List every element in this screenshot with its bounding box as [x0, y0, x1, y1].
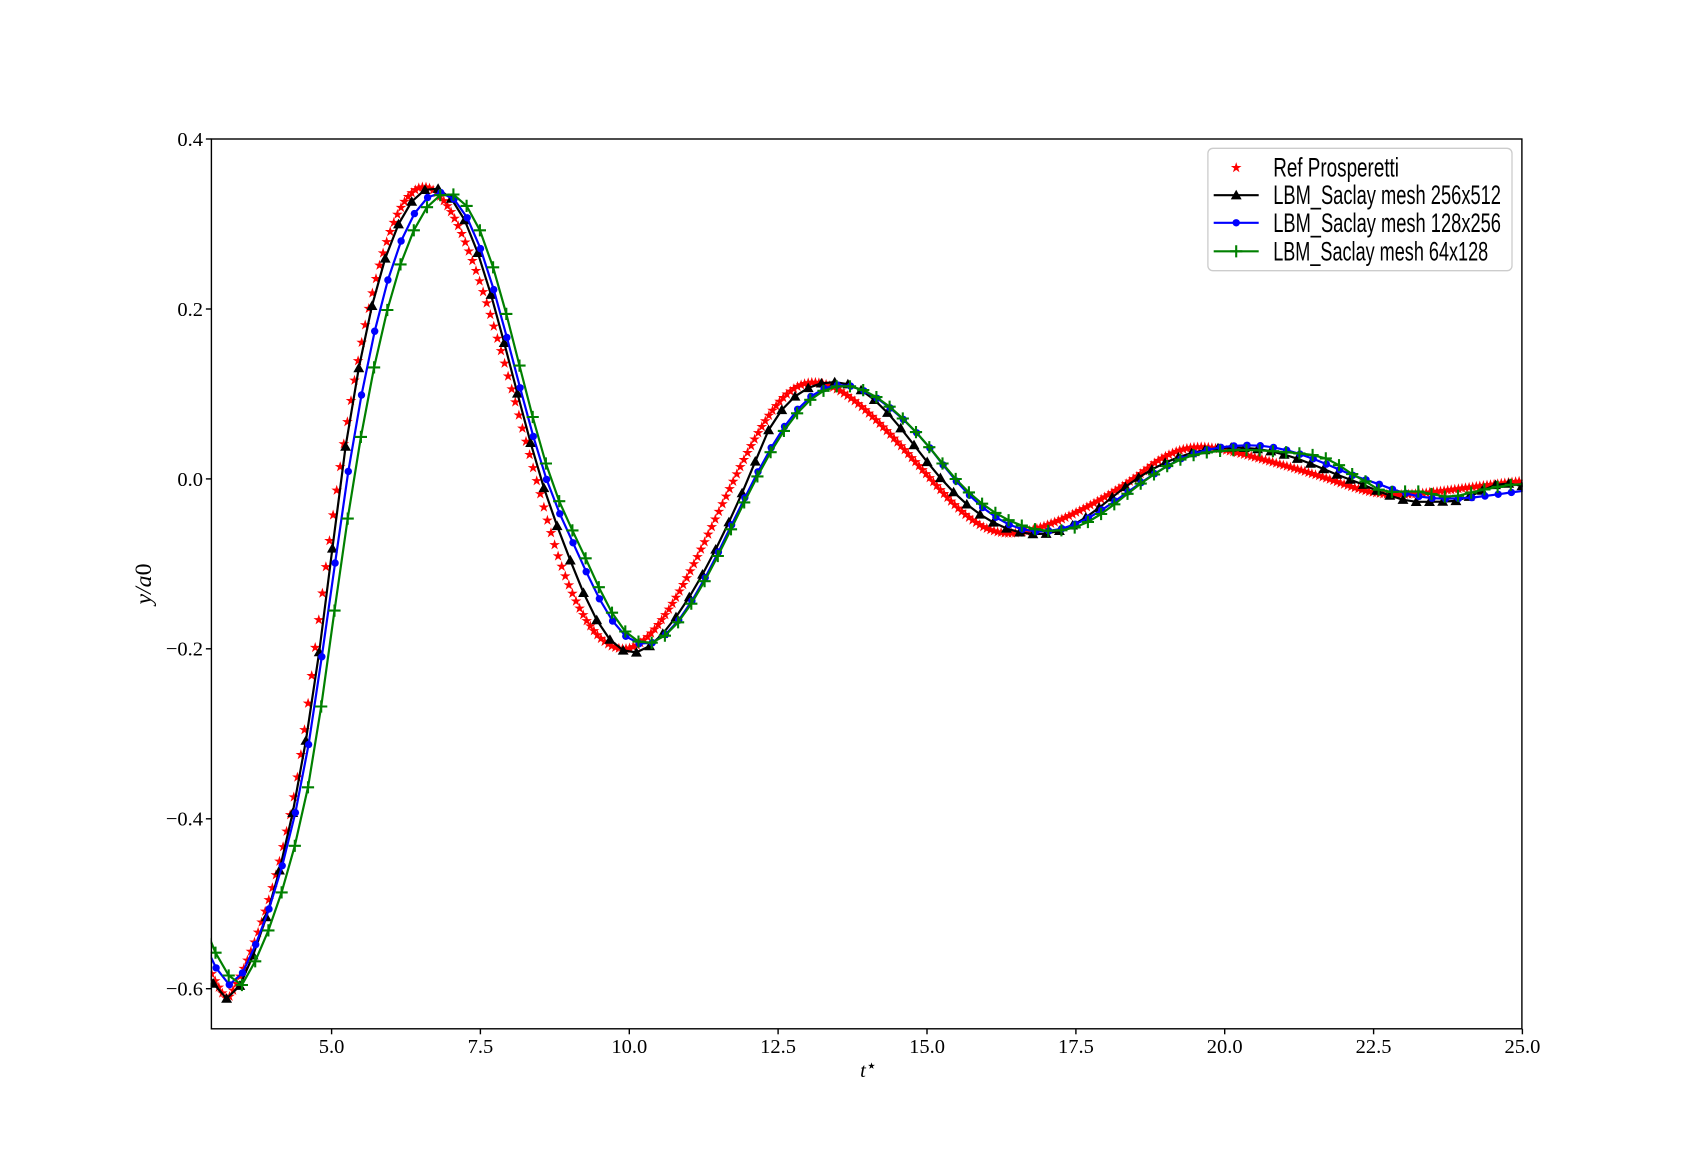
svg-text:5.0: 5.0 — [319, 1036, 345, 1058]
svg-text:−0.4: −0.4 — [166, 809, 203, 831]
svg-text:−0.2: −0.2 — [166, 639, 203, 661]
svg-text:LBM_Saclay mesh 128x256: LBM_Saclay mesh 128x256 — [1273, 208, 1501, 238]
svg-text:Ref Prosperetti: Ref Prosperetti — [1273, 153, 1399, 183]
svg-text:LBM_Saclay mesh 64x128: LBM_Saclay mesh 64x128 — [1273, 236, 1488, 266]
svg-text:17.5: 17.5 — [1058, 1036, 1094, 1058]
svg-text:0.0: 0.0 — [177, 469, 203, 491]
svg-text:t: t — [860, 1060, 867, 1082]
svg-text:y/a0: y/a0 — [131, 564, 156, 607]
svg-text:7.5: 7.5 — [468, 1036, 494, 1058]
svg-text:25.0: 25.0 — [1504, 1036, 1540, 1058]
svg-text:22.5: 22.5 — [1356, 1036, 1392, 1058]
svg-text:15.0: 15.0 — [909, 1036, 945, 1058]
svg-text:20.0: 20.0 — [1207, 1036, 1243, 1058]
svg-text:LBM_Saclay mesh 256x512: LBM_Saclay mesh 256x512 — [1273, 180, 1501, 210]
svg-text:12.5: 12.5 — [760, 1036, 796, 1058]
svg-text:−0.6: −0.6 — [166, 979, 203, 1001]
svg-text:0.4: 0.4 — [177, 129, 203, 151]
svg-text:0.2: 0.2 — [177, 299, 203, 321]
svg-text:10.0: 10.0 — [611, 1036, 647, 1058]
